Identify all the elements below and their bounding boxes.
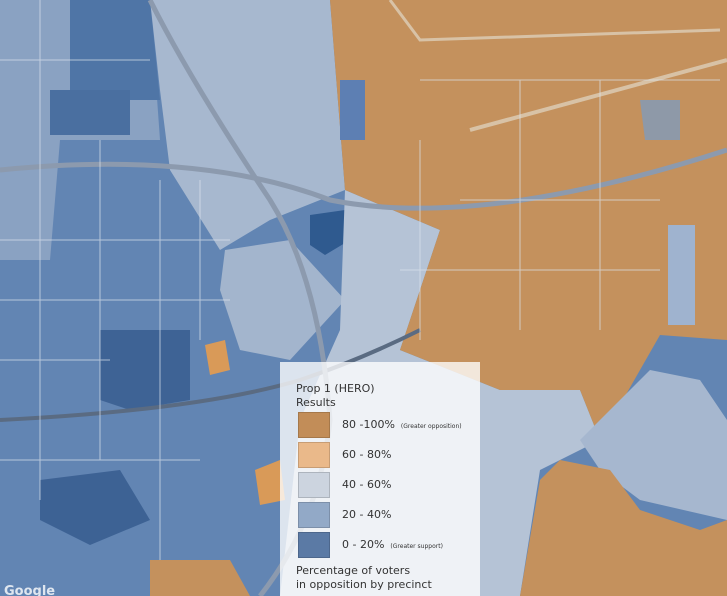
precinct-gray: [640, 100, 680, 140]
precinct: [340, 80, 365, 140]
precinct-darkest: [310, 210, 350, 255]
legend-swatch: [298, 442, 330, 468]
legend-range: 20 - 40%: [342, 508, 392, 521]
legend-swatch: [298, 532, 330, 558]
legend: Prop 1 (HERO) Results 80 -100% (Greater o…: [280, 362, 480, 596]
legend-label: 60 - 80%: [342, 448, 391, 461]
legend-range: 60 - 80%: [342, 448, 392, 461]
road: [388, 0, 721, 42]
legend-subtitle: Results: [296, 396, 336, 409]
freeway: [0, 147, 727, 211]
legend-range: 0 - 20%: [342, 538, 385, 551]
precinct-dark: [70, 0, 160, 100]
legend-footer: Percentage of voters: [296, 564, 411, 577]
precinct-orange: [255, 460, 285, 505]
opposition-area: [520, 460, 727, 596]
rail: [469, 58, 727, 132]
legend-label: 20 - 40%: [342, 508, 391, 521]
precinct-light: [220, 240, 345, 360]
opposition-area: [150, 560, 250, 596]
legend-label: 40 - 60%: [342, 478, 391, 491]
legend-swatch: [298, 472, 330, 498]
legend-note: (Greater support): [390, 543, 443, 550]
precinct-orange: [205, 340, 230, 375]
legend-swatch: [298, 502, 330, 528]
legend-title: Prop 1 (HERO): [296, 382, 375, 395]
opposition-area: [330, 0, 727, 440]
precinct-light: [668, 225, 695, 325]
legend-label: 80 -100% (Greater opposition): [342, 418, 462, 431]
legend-range: 80 -100%: [342, 418, 395, 431]
legend-note: (Greater opposition): [400, 423, 462, 430]
precinct-borders: [0, 0, 720, 560]
legend-range: 40 - 60%: [342, 478, 392, 491]
precinct-darkest: [40, 470, 150, 545]
legend-swatch: [298, 412, 330, 438]
precinct-darkest: [100, 330, 190, 410]
attribution: Google: [4, 584, 56, 596]
legend-label: 0 - 20% (Greater support): [342, 538, 443, 551]
freeway: [0, 328, 421, 422]
precinct-dark: [50, 90, 130, 135]
legend-footer: in opposition by precinct: [296, 578, 432, 591]
